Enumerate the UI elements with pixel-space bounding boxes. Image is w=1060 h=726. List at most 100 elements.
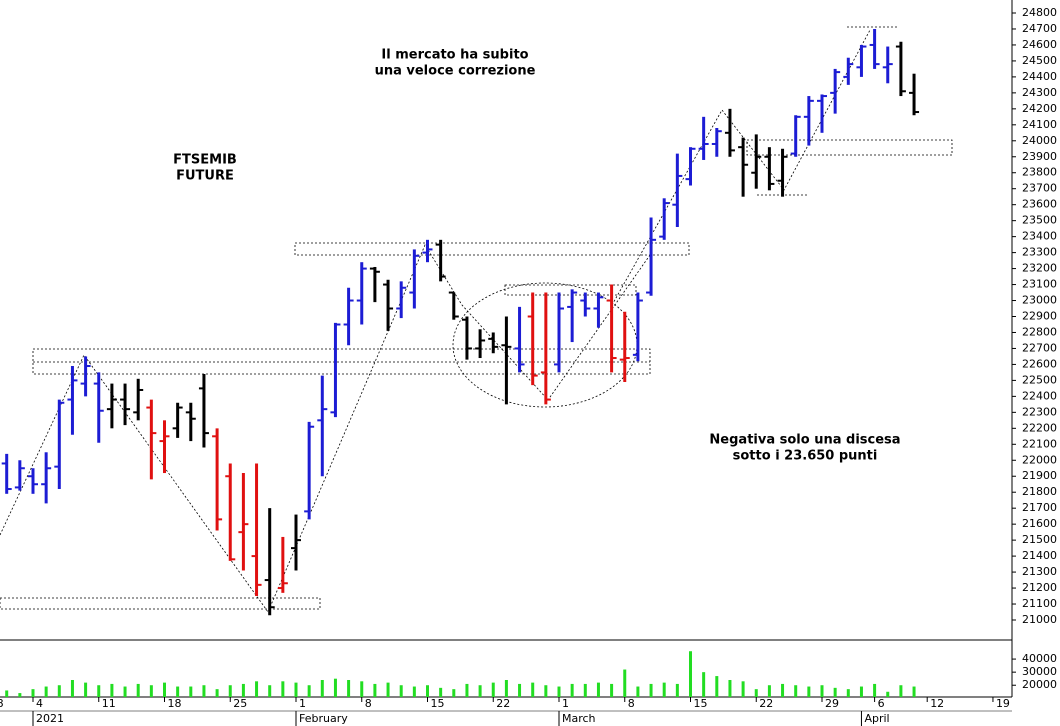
y-tick-label: 24400	[1022, 70, 1057, 83]
y-tick-label: 22200	[1022, 421, 1057, 434]
volume-bar	[294, 682, 298, 697]
volume-bar	[859, 686, 863, 697]
y-tick-label: 24100	[1022, 118, 1057, 131]
volume-bar	[426, 685, 429, 697]
volume-bar	[557, 686, 561, 697]
y-tick-label: 21500	[1022, 533, 1057, 546]
resistance-box	[294, 242, 690, 256]
volume-bar	[846, 689, 850, 697]
volume-bar	[702, 672, 706, 697]
volume-bar	[649, 683, 653, 697]
volume-bar	[241, 683, 245, 697]
y-tick-label: 23400	[1022, 230, 1057, 243]
y-tick-label: 22900	[1022, 310, 1057, 323]
volume-bar	[873, 683, 877, 697]
y-tick-label: 21800	[1022, 485, 1057, 498]
volume-bar	[268, 685, 272, 697]
x-tick-label: 15	[694, 697, 708, 710]
volume-bar	[123, 686, 127, 697]
volume-bar	[478, 685, 482, 697]
volume-bar	[386, 682, 390, 697]
volume-bar	[715, 676, 719, 697]
x-tick-label: 15	[431, 697, 445, 710]
support-box	[746, 139, 953, 156]
month-label: 2021	[36, 712, 64, 725]
chart-title: FTSEMIB	[173, 153, 237, 168]
month-label: February	[299, 712, 348, 725]
volume-bar	[636, 686, 640, 697]
y-tick-label: 24500	[1022, 54, 1057, 67]
volume-bar	[544, 685, 548, 697]
volume-bar	[44, 686, 48, 697]
volume-bar	[596, 682, 600, 697]
y-tick-label: 23300	[1022, 246, 1057, 259]
y-tick-label: 22800	[1022, 325, 1057, 338]
x-tick-label: 8	[365, 697, 372, 710]
x-tick-label: 4	[36, 697, 43, 710]
y-tick-label: 23600	[1022, 198, 1057, 211]
annotation: una veloce correzione	[375, 64, 536, 79]
volume-bar	[412, 686, 416, 697]
y-tick-label: 24000	[1022, 134, 1057, 147]
y-tick-label: 22400	[1022, 389, 1057, 402]
volume-bar	[662, 682, 666, 697]
volume-bar	[675, 683, 679, 697]
volume-bar	[215, 689, 219, 697]
y-tick-label: 23200	[1022, 262, 1057, 275]
volume-bar	[899, 685, 903, 697]
volume-bar	[399, 685, 403, 697]
volume-bar	[31, 689, 35, 697]
y-tick-label: 21700	[1022, 501, 1057, 514]
volume-bar	[5, 690, 9, 697]
volume-bar	[110, 683, 114, 697]
volume-bar	[518, 683, 522, 697]
month-label: March	[562, 712, 596, 725]
x-tick-label: 1	[562, 697, 569, 710]
volume-bar	[149, 685, 153, 697]
volume-bar	[767, 685, 771, 697]
support-box	[32, 348, 651, 375]
y-tick-label: 22700	[1022, 341, 1057, 354]
volume-bar	[623, 669, 627, 697]
volume-bar	[886, 691, 890, 697]
volume-bar	[360, 681, 364, 697]
resistance-box	[504, 284, 637, 296]
volume-tick-label: 40000	[1022, 652, 1057, 665]
annotation: Il mercato ha subito	[381, 48, 528, 63]
y-tick-label: 21400	[1022, 549, 1057, 562]
x-tick-label: 1	[299, 697, 306, 710]
y-tick-label: 24600	[1022, 38, 1057, 51]
volume-bar	[465, 683, 469, 697]
y-tick-label: 24200	[1022, 102, 1057, 115]
volume-bar	[912, 686, 916, 697]
support-box	[0, 597, 321, 610]
volume-bar	[452, 689, 456, 697]
volume-bar	[689, 651, 692, 697]
volume-bar	[833, 687, 837, 697]
x-tick-label: 19	[996, 697, 1010, 710]
y-tick-label: 23900	[1022, 150, 1057, 163]
volume-bar	[163, 682, 166, 697]
volume-bar	[57, 685, 61, 697]
volume-bar	[794, 685, 798, 697]
volume-bar	[84, 682, 88, 697]
annotation: sotto i 23.650 punti	[733, 449, 878, 464]
x-tick-label: 8	[0, 697, 4, 710]
volume-bar	[307, 685, 311, 697]
y-tick-label: 22300	[1022, 405, 1057, 418]
x-tick-label: 22	[759, 697, 773, 710]
y-tick-label: 23800	[1022, 166, 1057, 179]
y-tick-label: 21200	[1022, 581, 1057, 594]
x-tick-label: 8	[628, 697, 635, 710]
volume-bar	[531, 682, 535, 697]
y-tick-label: 24700	[1022, 22, 1057, 35]
x-tick-label: 25	[233, 697, 247, 710]
y-tick-label: 22600	[1022, 357, 1057, 370]
volume-bar	[347, 680, 351, 697]
volume-bar	[610, 683, 614, 697]
volume-bar	[807, 686, 811, 697]
volume-bar	[176, 686, 180, 697]
x-tick-label: 11	[102, 697, 116, 710]
x-tick-label: 18	[168, 697, 182, 710]
